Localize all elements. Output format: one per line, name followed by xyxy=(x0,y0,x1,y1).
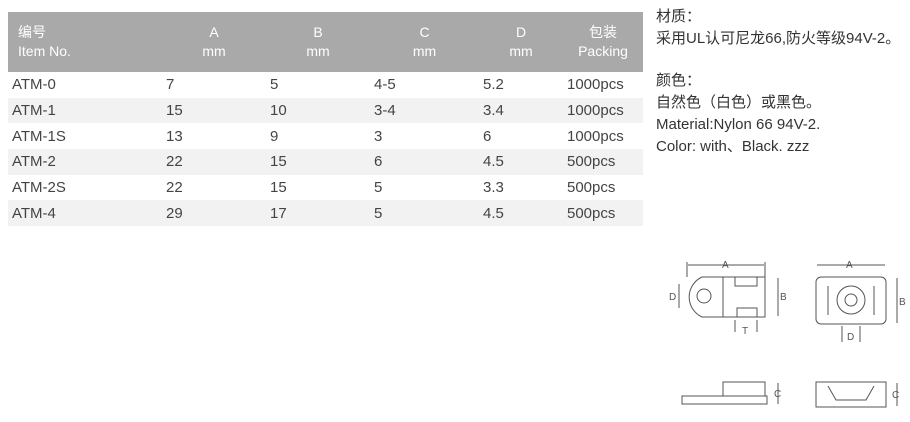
table-cell: ATM-4 xyxy=(8,200,162,227)
table-cell: 3.4 xyxy=(479,97,563,124)
header-line: mm xyxy=(306,43,330,59)
table-cell: 500pcs xyxy=(563,149,643,175)
table-cell: 7 xyxy=(166,76,175,94)
header-line: mm xyxy=(509,43,533,59)
table-cell: 15 xyxy=(266,149,370,175)
table-cell: 5 xyxy=(270,76,279,94)
label-b: B xyxy=(780,292,787,303)
header-line: C xyxy=(419,24,430,40)
table-cell: 3 xyxy=(374,127,383,145)
table-cell: 3-4 xyxy=(370,97,479,124)
mount-drawings: A B D T A B D C C xyxy=(669,260,906,408)
table-cell: 500pcs xyxy=(567,179,616,197)
table-cell: ATM-2 xyxy=(8,149,162,175)
table-cell: ATM-2S xyxy=(12,179,66,197)
table-cell: 3.3 xyxy=(483,179,504,197)
table-cell: 4.5 xyxy=(479,200,563,227)
table-cell: 6 xyxy=(483,127,492,145)
header-line: Item No. xyxy=(18,43,71,59)
material-label: 材质： xyxy=(656,8,702,25)
label-a: A xyxy=(722,260,729,271)
top-view-right: A B D xyxy=(815,260,906,343)
table-row: ATM-2 22 15 6 4.5 500pcs xyxy=(8,149,643,175)
label-t: T xyxy=(742,326,748,337)
table-cell: 500pcs xyxy=(563,200,643,227)
table-row: ATM-0 7 5 4-5 5.2 1000pcs xyxy=(8,72,643,98)
column-header: 包装 Packing xyxy=(563,12,643,72)
label-d: D xyxy=(669,292,676,303)
table-cell: ATM-0 xyxy=(12,76,56,94)
side-view-left: C xyxy=(681,381,781,405)
table-cell: 22 xyxy=(162,149,266,175)
side-view-right: C xyxy=(815,381,899,408)
table-cell: 15 xyxy=(270,179,287,197)
table-cell: 1000pcs xyxy=(563,97,643,124)
table-cell: ATM-1 xyxy=(8,97,162,124)
label-a2: A xyxy=(846,260,853,271)
header-line: mm xyxy=(202,43,226,59)
column-header: 编号 Item No. xyxy=(8,12,162,72)
table-cell: 29 xyxy=(162,200,266,227)
table-cell: 17 xyxy=(266,200,370,227)
table-cell: 9 xyxy=(270,127,279,145)
material-cn: 采用UL认可尼龙66,防火等级94V-2。 xyxy=(656,30,901,47)
table-cell: 10 xyxy=(266,97,370,124)
label-c2: C xyxy=(892,390,899,401)
table-row: ATM-4 29 17 5 4.5 500pcs xyxy=(8,200,643,227)
table-cell: 5.2 xyxy=(483,76,504,94)
label-c: C xyxy=(774,389,781,400)
label-b2: B xyxy=(899,297,906,308)
table-row: ATM-2S 22 15 5 3.3 500pcs xyxy=(8,175,643,201)
top-view-left: A B D T xyxy=(669,260,787,337)
table-cell: 1000pcs xyxy=(567,76,624,94)
table-cell: 5 xyxy=(370,200,479,227)
color-cn: 自然色（白色）或黑色。 xyxy=(656,94,822,111)
header-line: D xyxy=(515,24,527,40)
table-cell: ATM-1S xyxy=(12,127,66,145)
table-cell: 15 xyxy=(162,97,266,124)
header-line: 编号 xyxy=(18,24,46,40)
header-line: A xyxy=(209,24,219,40)
table-cell: 6 xyxy=(370,149,479,175)
table-cell: 22 xyxy=(166,179,183,197)
header-line: Packing xyxy=(578,43,628,59)
product-info: 材质： 采用UL认可尼龙66,防火等级94V-2。 颜色： 自然色（白色）或黑色… xyxy=(656,6,900,158)
header-line: mm xyxy=(412,43,437,59)
color-label: 颜色： xyxy=(656,72,702,89)
table-row: ATM-1 15 10 3-4 3.4 1000pcs xyxy=(8,97,643,124)
table-row: ATM-1S 13 9 3 6 1000pcs xyxy=(8,123,643,149)
table-cell: 5 xyxy=(374,179,383,197)
table-cell: 13 xyxy=(166,127,183,145)
table-cell: 4-5 xyxy=(374,76,396,94)
table-cell: 1000pcs xyxy=(567,127,624,145)
table-cell: 4.5 xyxy=(479,149,563,175)
header-line: 包装 xyxy=(589,24,617,40)
label-d2: D xyxy=(847,332,854,343)
header-line: B xyxy=(313,24,323,40)
material-en: Material:Nylon 66 94V-2. xyxy=(656,116,821,133)
color-en: Color: with、Black. zzz xyxy=(656,138,810,155)
